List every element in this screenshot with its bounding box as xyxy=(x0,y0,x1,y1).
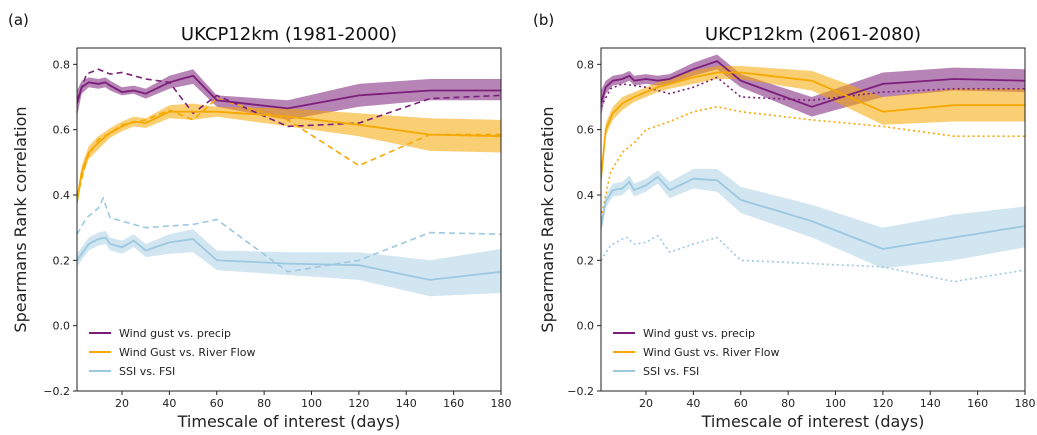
x-tick-label: 40 xyxy=(686,397,700,410)
series-dashed-line xyxy=(77,196,501,273)
x-tick-label: 140 xyxy=(920,397,941,410)
series-line xyxy=(77,110,501,202)
y-axis-label: Spearmans Rank correlation xyxy=(11,106,30,332)
legend-entry: SSI vs. FSI xyxy=(643,365,699,378)
series-line xyxy=(601,71,1025,179)
panel-label: (b) xyxy=(533,11,554,29)
y-tick-label: 0.0 xyxy=(577,320,595,333)
chart-panel-a: (a) UKCP12km (1981-2000) 20 40 60 80 100 120 140… xyxy=(8,11,512,431)
legend-entry: Wind gust vs. precip xyxy=(643,327,755,340)
y-tick-label: 0.0 xyxy=(53,320,71,333)
legend-entry: SSI vs. FSI xyxy=(119,365,175,378)
series-line xyxy=(77,236,501,281)
y-axis-label: Spearmans Rank correlation xyxy=(538,106,557,332)
axes-frame xyxy=(76,47,502,392)
chart-title: UKCP12km (2061-2080) xyxy=(705,24,921,45)
y-tick-label: 0.2 xyxy=(53,254,71,267)
x-tick-label: 40 xyxy=(162,397,176,410)
legend-entry: Wind gust vs. precip xyxy=(119,327,231,340)
legend-entry: Wind Gust vs. River Flow xyxy=(119,346,256,359)
series-dashed-line xyxy=(601,76,1025,108)
chart-panel-b: (b) UKCP12km (2061-2080) 20 40 60 80 100 120 140… xyxy=(533,11,1036,431)
y-tick-label: 0.4 xyxy=(577,189,595,202)
y-tick-label: 0.4 xyxy=(53,189,71,202)
plot-area xyxy=(77,68,501,297)
series-dashed-line xyxy=(601,234,1025,283)
x-axis-label: Timescale of interest (days) xyxy=(701,412,925,431)
x-tick-label: 80 xyxy=(781,397,795,410)
axes-frame xyxy=(600,47,1026,392)
x-tick-label: 60 xyxy=(734,397,748,410)
x-tick-label: 180 xyxy=(491,397,512,410)
x-tick-label: 20 xyxy=(115,397,129,410)
series-dashed-line xyxy=(77,97,501,199)
x-tick-label: 20 xyxy=(639,397,653,410)
series-dashed-line xyxy=(601,105,1025,219)
x-axis-label: Timescale of interest (days) xyxy=(177,412,401,431)
chart-title: UKCP12km (1981-2000) xyxy=(181,24,397,45)
y-tick-label: 0.6 xyxy=(577,124,595,137)
x-tick-label: 160 xyxy=(443,397,464,410)
x-tick-label: 120 xyxy=(872,397,893,410)
x-tick-label: 60 xyxy=(210,397,224,410)
series-line xyxy=(77,74,501,110)
plot-area xyxy=(601,54,1025,283)
y-tick-label: −0.2 xyxy=(567,385,594,398)
x-tick-label: 80 xyxy=(257,397,271,410)
legend: Wind gust vs. precip Wind Gust vs. River … xyxy=(613,327,780,378)
y-tick-label: 0.6 xyxy=(53,124,71,137)
x-tick-label: 180 xyxy=(1015,397,1036,410)
y-tick-label: 0.2 xyxy=(577,254,595,267)
x-tick-label: 100 xyxy=(825,397,846,410)
series-band xyxy=(77,69,501,120)
series-band xyxy=(77,103,501,209)
x-tick-label: 100 xyxy=(301,397,322,410)
series-band xyxy=(601,66,1025,189)
legend-entry: Wind Gust vs. River Flow xyxy=(643,346,780,359)
y-tick-label: 0.8 xyxy=(577,58,595,71)
panel-label: (a) xyxy=(8,11,29,29)
x-tick-label: 160 xyxy=(967,397,988,410)
series-line xyxy=(601,175,1025,250)
legend: Wind gust vs. precip Wind Gust vs. River … xyxy=(89,327,256,378)
y-tick-label: −0.2 xyxy=(43,385,70,398)
y-tick-label: 0.8 xyxy=(53,58,71,71)
x-tick-label: 140 xyxy=(396,397,417,410)
x-tick-label: 120 xyxy=(348,397,369,410)
